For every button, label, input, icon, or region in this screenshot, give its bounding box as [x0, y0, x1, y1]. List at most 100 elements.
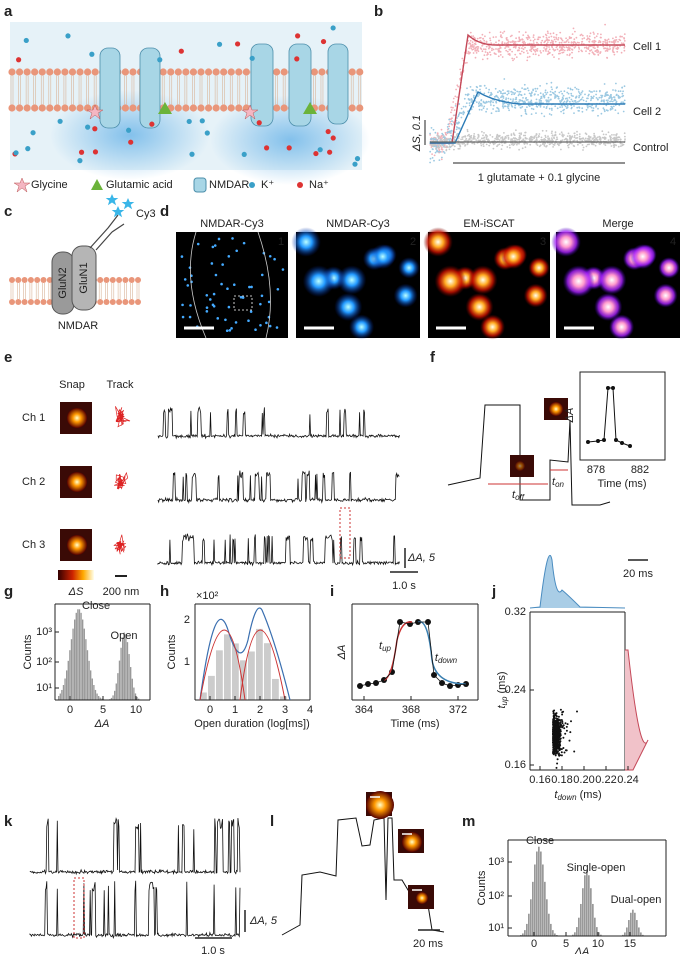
spot — [232, 283, 236, 287]
data-dot — [583, 139, 586, 142]
data-dot — [548, 46, 550, 48]
label: Cy3 — [136, 208, 156, 220]
data-dot — [559, 31, 562, 34]
data-dot — [597, 98, 599, 101]
data-dot — [619, 90, 622, 93]
data-dot — [497, 108, 500, 110]
data-dot — [473, 42, 476, 45]
legend-icon — [193, 177, 207, 193]
data-dot — [489, 46, 491, 49]
label: ΔA, 5 — [407, 552, 436, 564]
data-dot — [492, 143, 495, 146]
data-dot — [618, 97, 620, 99]
data-dot — [503, 42, 506, 45]
data-dot — [518, 40, 521, 43]
data-dot — [526, 52, 529, 54]
spot — [242, 241, 246, 245]
spot — [205, 310, 209, 313]
legend-label: K⁺ — [261, 179, 274, 191]
data-dot — [562, 94, 565, 97]
data-dot — [478, 93, 481, 96]
data-dot — [501, 144, 504, 147]
data-dot — [508, 48, 511, 51]
data-dot — [564, 41, 567, 44]
data-dot — [575, 95, 578, 98]
snap-spot — [515, 461, 525, 471]
data-dot — [450, 111, 452, 114]
data-dot — [529, 39, 532, 42]
data-dot — [491, 47, 493, 50]
data-dot — [615, 134, 618, 137]
data-dot — [534, 53, 537, 56]
data-dot — [457, 137, 460, 140]
data-dot — [566, 104, 569, 107]
panel-letter: i — [330, 583, 334, 600]
lipid-head — [212, 68, 220, 76]
hist-bar — [85, 639, 87, 700]
data-dot — [468, 98, 470, 101]
data-dot — [492, 104, 495, 107]
label: 4 — [307, 704, 313, 716]
data-dot — [477, 102, 480, 105]
data-dot — [517, 94, 520, 97]
scatter-dot — [569, 731, 572, 734]
hist-bar — [99, 697, 101, 700]
lipid-head — [128, 277, 135, 283]
data-dot — [571, 48, 573, 51]
data-dot — [511, 143, 513, 146]
data-dot — [457, 85, 460, 88]
data-dot — [550, 39, 553, 42]
data-dot — [476, 86, 479, 89]
data-dot — [548, 48, 551, 51]
data-dot — [536, 48, 539, 50]
data-dot — [498, 143, 501, 146]
lipid-head — [68, 68, 77, 76]
data-dot — [513, 137, 516, 140]
scatter-dot — [559, 721, 562, 724]
data-dot — [522, 97, 524, 99]
data-dot — [530, 47, 533, 50]
hist-bar — [628, 920, 630, 936]
label: 10¹ — [36, 682, 52, 694]
scatter-dot — [561, 711, 564, 714]
data-dot — [500, 92, 502, 95]
label: Cell 2 — [633, 106, 661, 118]
data-dot — [519, 39, 522, 41]
hist-bar — [224, 634, 231, 700]
label: Dual-open — [611, 894, 662, 906]
data-dot — [456, 96, 459, 98]
data-dot — [517, 40, 520, 43]
ion — [352, 161, 358, 167]
lipid-head — [135, 299, 141, 305]
data-dot — [573, 139, 576, 142]
data-dot — [618, 104, 621, 107]
data-dot — [621, 35, 623, 38]
data-dot — [503, 105, 506, 108]
data-dot — [553, 56, 555, 58]
data-dot — [468, 138, 471, 141]
data-dot — [581, 139, 584, 142]
data-dot — [570, 94, 573, 97]
data-dot — [573, 38, 576, 41]
data-dot — [513, 93, 516, 96]
hist-bar — [118, 660, 121, 700]
data-dot — [597, 107, 599, 110]
data-dot — [558, 58, 560, 60]
data-dot — [466, 52, 468, 55]
data-dot — [558, 133, 561, 136]
data-dot — [568, 137, 571, 139]
data-dot — [552, 32, 555, 35]
spot — [208, 298, 212, 301]
data-dot — [543, 41, 546, 44]
data-dot — [560, 148, 562, 151]
label: 2 — [184, 614, 190, 626]
dye-star — [121, 198, 135, 210]
data-dot — [523, 83, 526, 86]
scatter-dot — [573, 750, 576, 753]
lipid-head — [197, 104, 205, 112]
data-dot — [614, 138, 616, 141]
scatter-dot — [568, 739, 571, 742]
colorbar — [58, 570, 94, 580]
snap-spot — [549, 402, 563, 416]
hist-bar — [122, 637, 124, 700]
